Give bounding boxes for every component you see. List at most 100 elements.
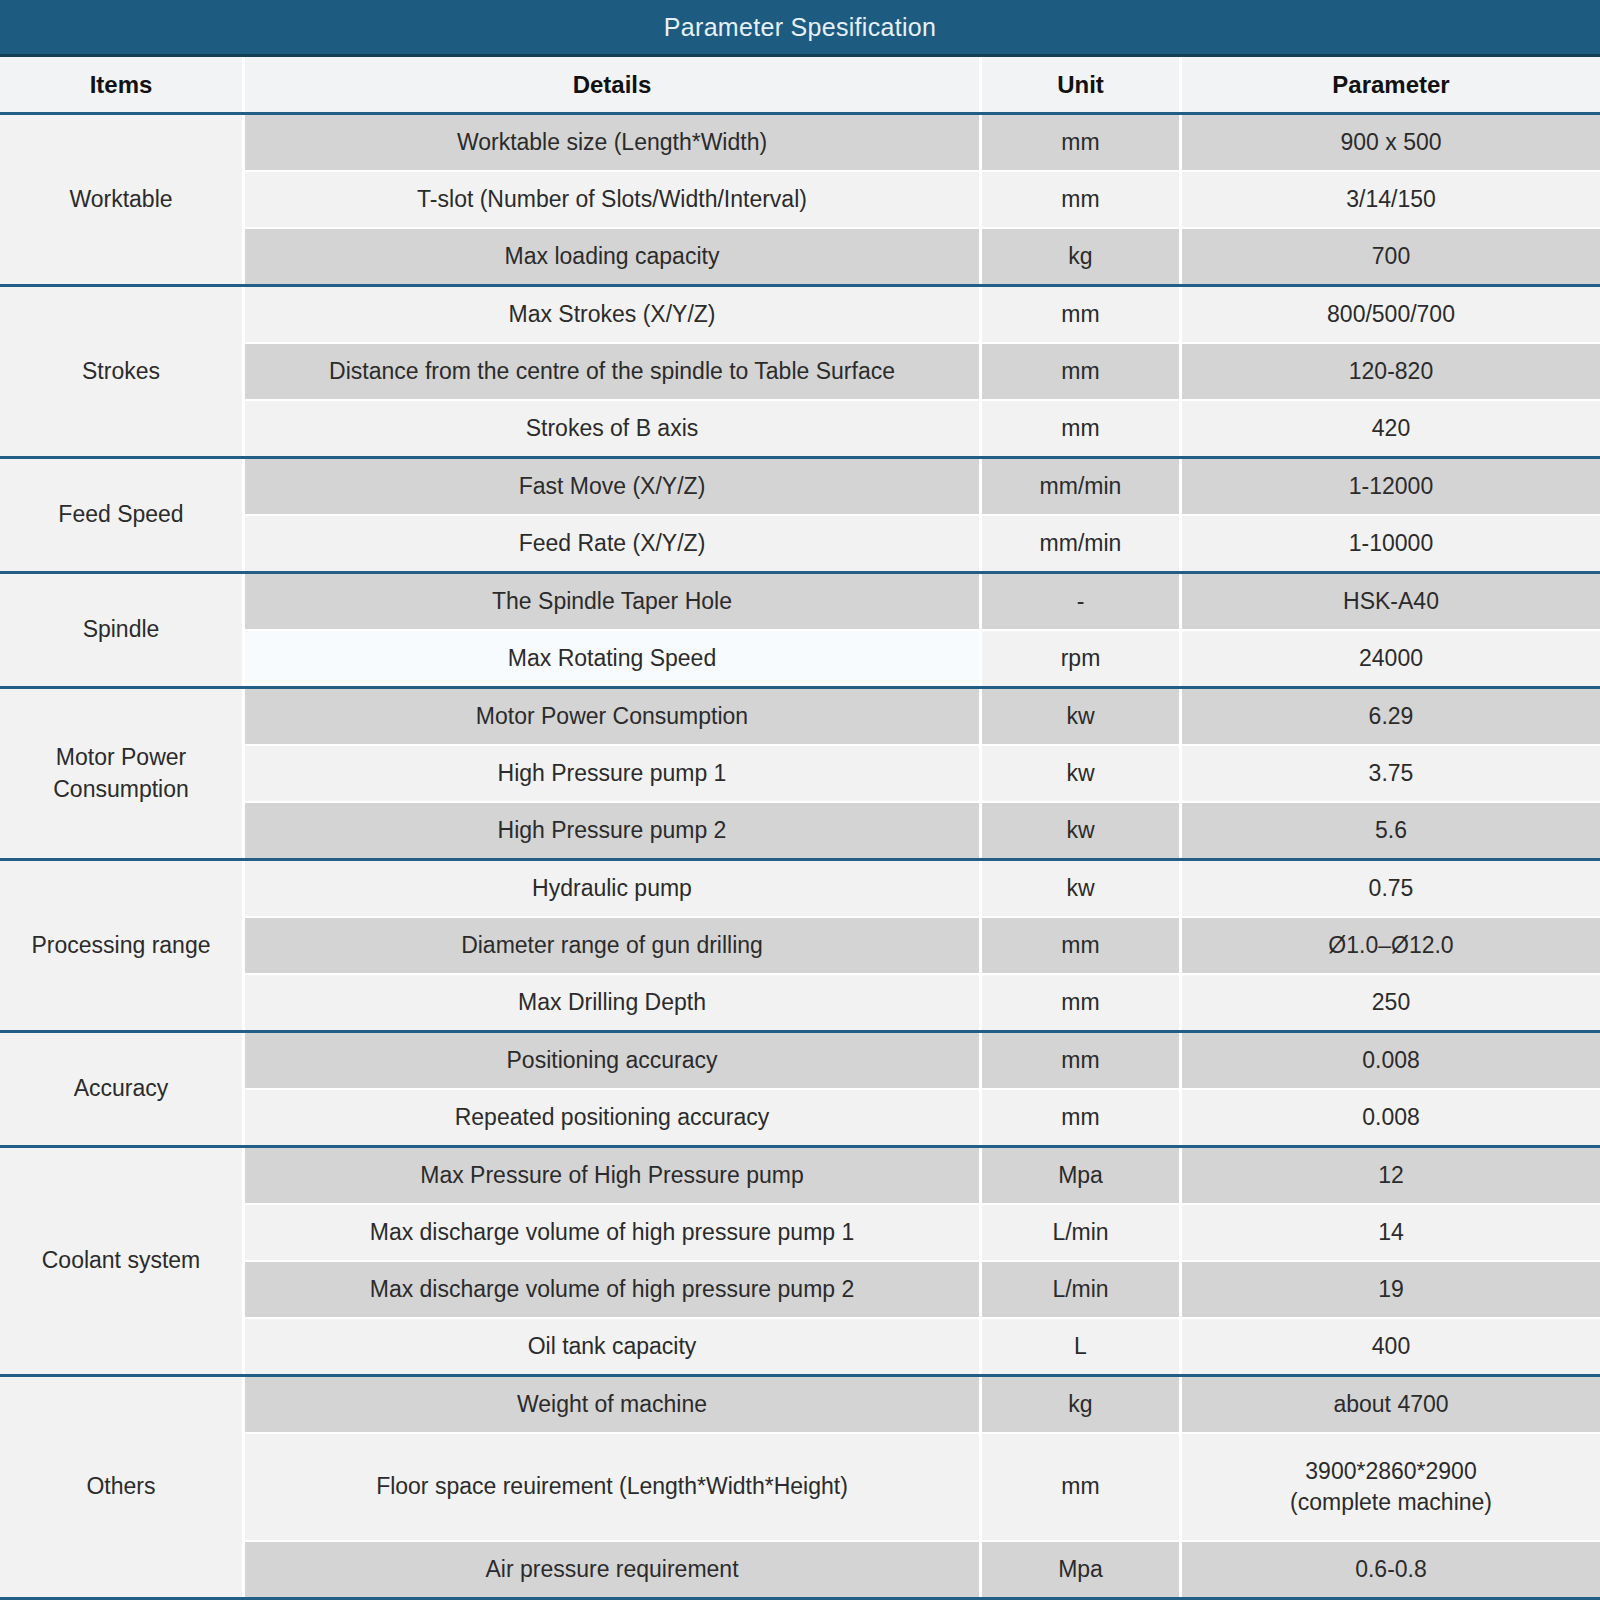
table-body: WorktableWorktable size (Length*Width)mm…	[0, 112, 1600, 1597]
table-row: Floor space reuirement (Length*Width*Hei…	[245, 1434, 1600, 1540]
cell-param: 6.29	[1182, 689, 1600, 744]
table-row: Max Drilling Depthmm250	[245, 975, 1600, 1030]
cell-details: The Spindle Taper Hole	[245, 574, 979, 629]
table-row: Positioning accuracymm0.008	[245, 1033, 1600, 1088]
table-row: Max discharge volume of high pressure pu…	[245, 1262, 1600, 1317]
table-row: Strokes of B axismm420	[245, 401, 1600, 456]
spec-section-strokes: StrokesMax Strokes (X/Y/Z)mm800/500/700D…	[0, 284, 1600, 456]
item-group-label: Accuracy	[0, 1033, 242, 1145]
section-rows: Fast Move (X/Y/Z)mm/min1-12000Feed Rate …	[245, 459, 1600, 571]
cell-unit: L/min	[982, 1205, 1179, 1260]
table-row: Fast Move (X/Y/Z)mm/min1-12000	[245, 459, 1600, 514]
item-group-label: Spindle	[0, 574, 242, 686]
cell-unit: kw	[982, 861, 1179, 916]
cell-param: 12	[1182, 1148, 1600, 1203]
column-header-row: Items Details Unit Parameter	[0, 57, 1600, 112]
cell-details: Distance from the centre of the spindle …	[245, 344, 979, 399]
cell-param: 24000	[1182, 631, 1600, 686]
cell-details: Max discharge volume of high pressure pu…	[245, 1205, 979, 1260]
cell-param: Ø1.0–Ø12.0	[1182, 918, 1600, 973]
table-row: Oil tank capacityL400	[245, 1319, 1600, 1374]
cell-details: High Pressure pump 2	[245, 803, 979, 858]
cell-unit: kg	[982, 229, 1179, 284]
cell-details: Weight of machine	[245, 1377, 979, 1432]
cell-param: 1-10000	[1182, 516, 1600, 571]
cell-unit: Mpa	[982, 1542, 1179, 1597]
cell-unit: mm	[982, 287, 1179, 342]
cell-param: about 4700	[1182, 1377, 1600, 1432]
table-row: The Spindle Taper Hole-HSK-A40	[245, 574, 1600, 629]
table-row: High Pressure pump 2kw5.6	[245, 803, 1600, 858]
cell-details: Fast Move (X/Y/Z)	[245, 459, 979, 514]
cell-details: Max Pressure of High Pressure pump	[245, 1148, 979, 1203]
section-rows: Max Pressure of High Pressure pumpMpa12M…	[245, 1148, 1600, 1374]
table-title-bar: Parameter Spesification	[0, 0, 1600, 57]
cell-details: Floor space reuirement (Length*Width*Hei…	[245, 1434, 979, 1540]
cell-unit: kg	[982, 1377, 1179, 1432]
cell-param: HSK-A40	[1182, 574, 1600, 629]
section-rows: Max Strokes (X/Y/Z)mm800/500/700Distance…	[245, 287, 1600, 456]
spec-section-spindle: SpindleThe Spindle Taper Hole-HSK-A40Max…	[0, 571, 1600, 686]
cell-details: Max loading capacity	[245, 229, 979, 284]
cell-details: Max Rotating Speed	[245, 631, 979, 686]
cell-param: 700	[1182, 229, 1600, 284]
cell-details: Feed Rate (X/Y/Z)	[245, 516, 979, 571]
cell-param: 3.75	[1182, 746, 1600, 801]
section-rows: Worktable size (Length*Width)mm900 x 500…	[245, 115, 1600, 284]
cell-param: 0.008	[1182, 1033, 1600, 1088]
cell-param: 420	[1182, 401, 1600, 456]
cell-unit: mm	[982, 401, 1179, 456]
cell-param: 19	[1182, 1262, 1600, 1317]
table-row: Diameter range of gun drillingmmØ1.0–Ø12…	[245, 918, 1600, 973]
table-row: Feed Rate (X/Y/Z)mm/min1-10000	[245, 516, 1600, 571]
table-row: Air pressure requirementMpa0.6-0.8	[245, 1542, 1600, 1597]
table-row: Motor Power Consumptionkw6.29	[245, 689, 1600, 744]
spec-section-feed-speed: Feed SpeedFast Move (X/Y/Z)mm/min1-12000…	[0, 456, 1600, 571]
item-group-label: Motor Power Consumption	[0, 689, 242, 858]
cell-details: T-slot (Number of Slots/Width/Interval)	[245, 172, 979, 227]
table-row: Weight of machinekgabout 4700	[245, 1377, 1600, 1432]
cell-unit: mm	[982, 1090, 1179, 1145]
cell-param: 250	[1182, 975, 1600, 1030]
item-group-label: Feed Speed	[0, 459, 242, 571]
item-group-label: Others	[0, 1377, 242, 1597]
cell-unit: -	[982, 574, 1179, 629]
section-rows: Weight of machinekgabout 4700Floor space…	[245, 1377, 1600, 1597]
table-row: Max Strokes (X/Y/Z)mm800/500/700	[245, 287, 1600, 342]
cell-details: Max Drilling Depth	[245, 975, 979, 1030]
table-row: Distance from the centre of the spindle …	[245, 344, 1600, 399]
cell-param: 3900*2860*2900 (complete machine)	[1182, 1434, 1600, 1540]
table-row: Max loading capacitykg700	[245, 229, 1600, 284]
cell-unit: mm	[982, 172, 1179, 227]
section-rows: Motor Power Consumptionkw6.29High Pressu…	[245, 689, 1600, 858]
table-row: Worktable size (Length*Width)mm900 x 500	[245, 115, 1600, 170]
table-row: High Pressure pump 1kw3.75	[245, 746, 1600, 801]
cell-param: 0.75	[1182, 861, 1600, 916]
cell-unit: Mpa	[982, 1148, 1179, 1203]
table-row: Max Rotating Speedrpm24000	[245, 631, 1600, 686]
spec-section-motor-power-consumption: Motor Power ConsumptionMotor Power Consu…	[0, 686, 1600, 858]
cell-details: Positioning accuracy	[245, 1033, 979, 1088]
cell-details: Repeated positioning accuracy	[245, 1090, 979, 1145]
cell-param: 1-12000	[1182, 459, 1600, 514]
spec-section-worktable: WorktableWorktable size (Length*Width)mm…	[0, 112, 1600, 284]
item-group-label: Coolant system	[0, 1148, 242, 1374]
cell-details: Max Strokes (X/Y/Z)	[245, 287, 979, 342]
cell-unit: rpm	[982, 631, 1179, 686]
cell-unit: mm	[982, 918, 1179, 973]
table-row: T-slot (Number of Slots/Width/Interval)m…	[245, 172, 1600, 227]
section-rows: The Spindle Taper Hole-HSK-A40Max Rotati…	[245, 574, 1600, 686]
cell-details: Worktable size (Length*Width)	[245, 115, 979, 170]
column-header-unit: Unit	[982, 57, 1179, 112]
cell-details: High Pressure pump 1	[245, 746, 979, 801]
cell-param: 400	[1182, 1319, 1600, 1374]
cell-unit: kw	[982, 746, 1179, 801]
column-header-items: Items	[0, 57, 242, 112]
cell-details: Air pressure requirement	[245, 1542, 979, 1597]
table-row: Max Pressure of High Pressure pumpMpa12	[245, 1148, 1600, 1203]
cell-details: Oil tank capacity	[245, 1319, 979, 1374]
item-group-label: Processing range	[0, 861, 242, 1030]
item-group-label: Strokes	[0, 287, 242, 456]
cell-unit: mm	[982, 975, 1179, 1030]
section-rows: Positioning accuracymm0.008Repeated posi…	[245, 1033, 1600, 1145]
